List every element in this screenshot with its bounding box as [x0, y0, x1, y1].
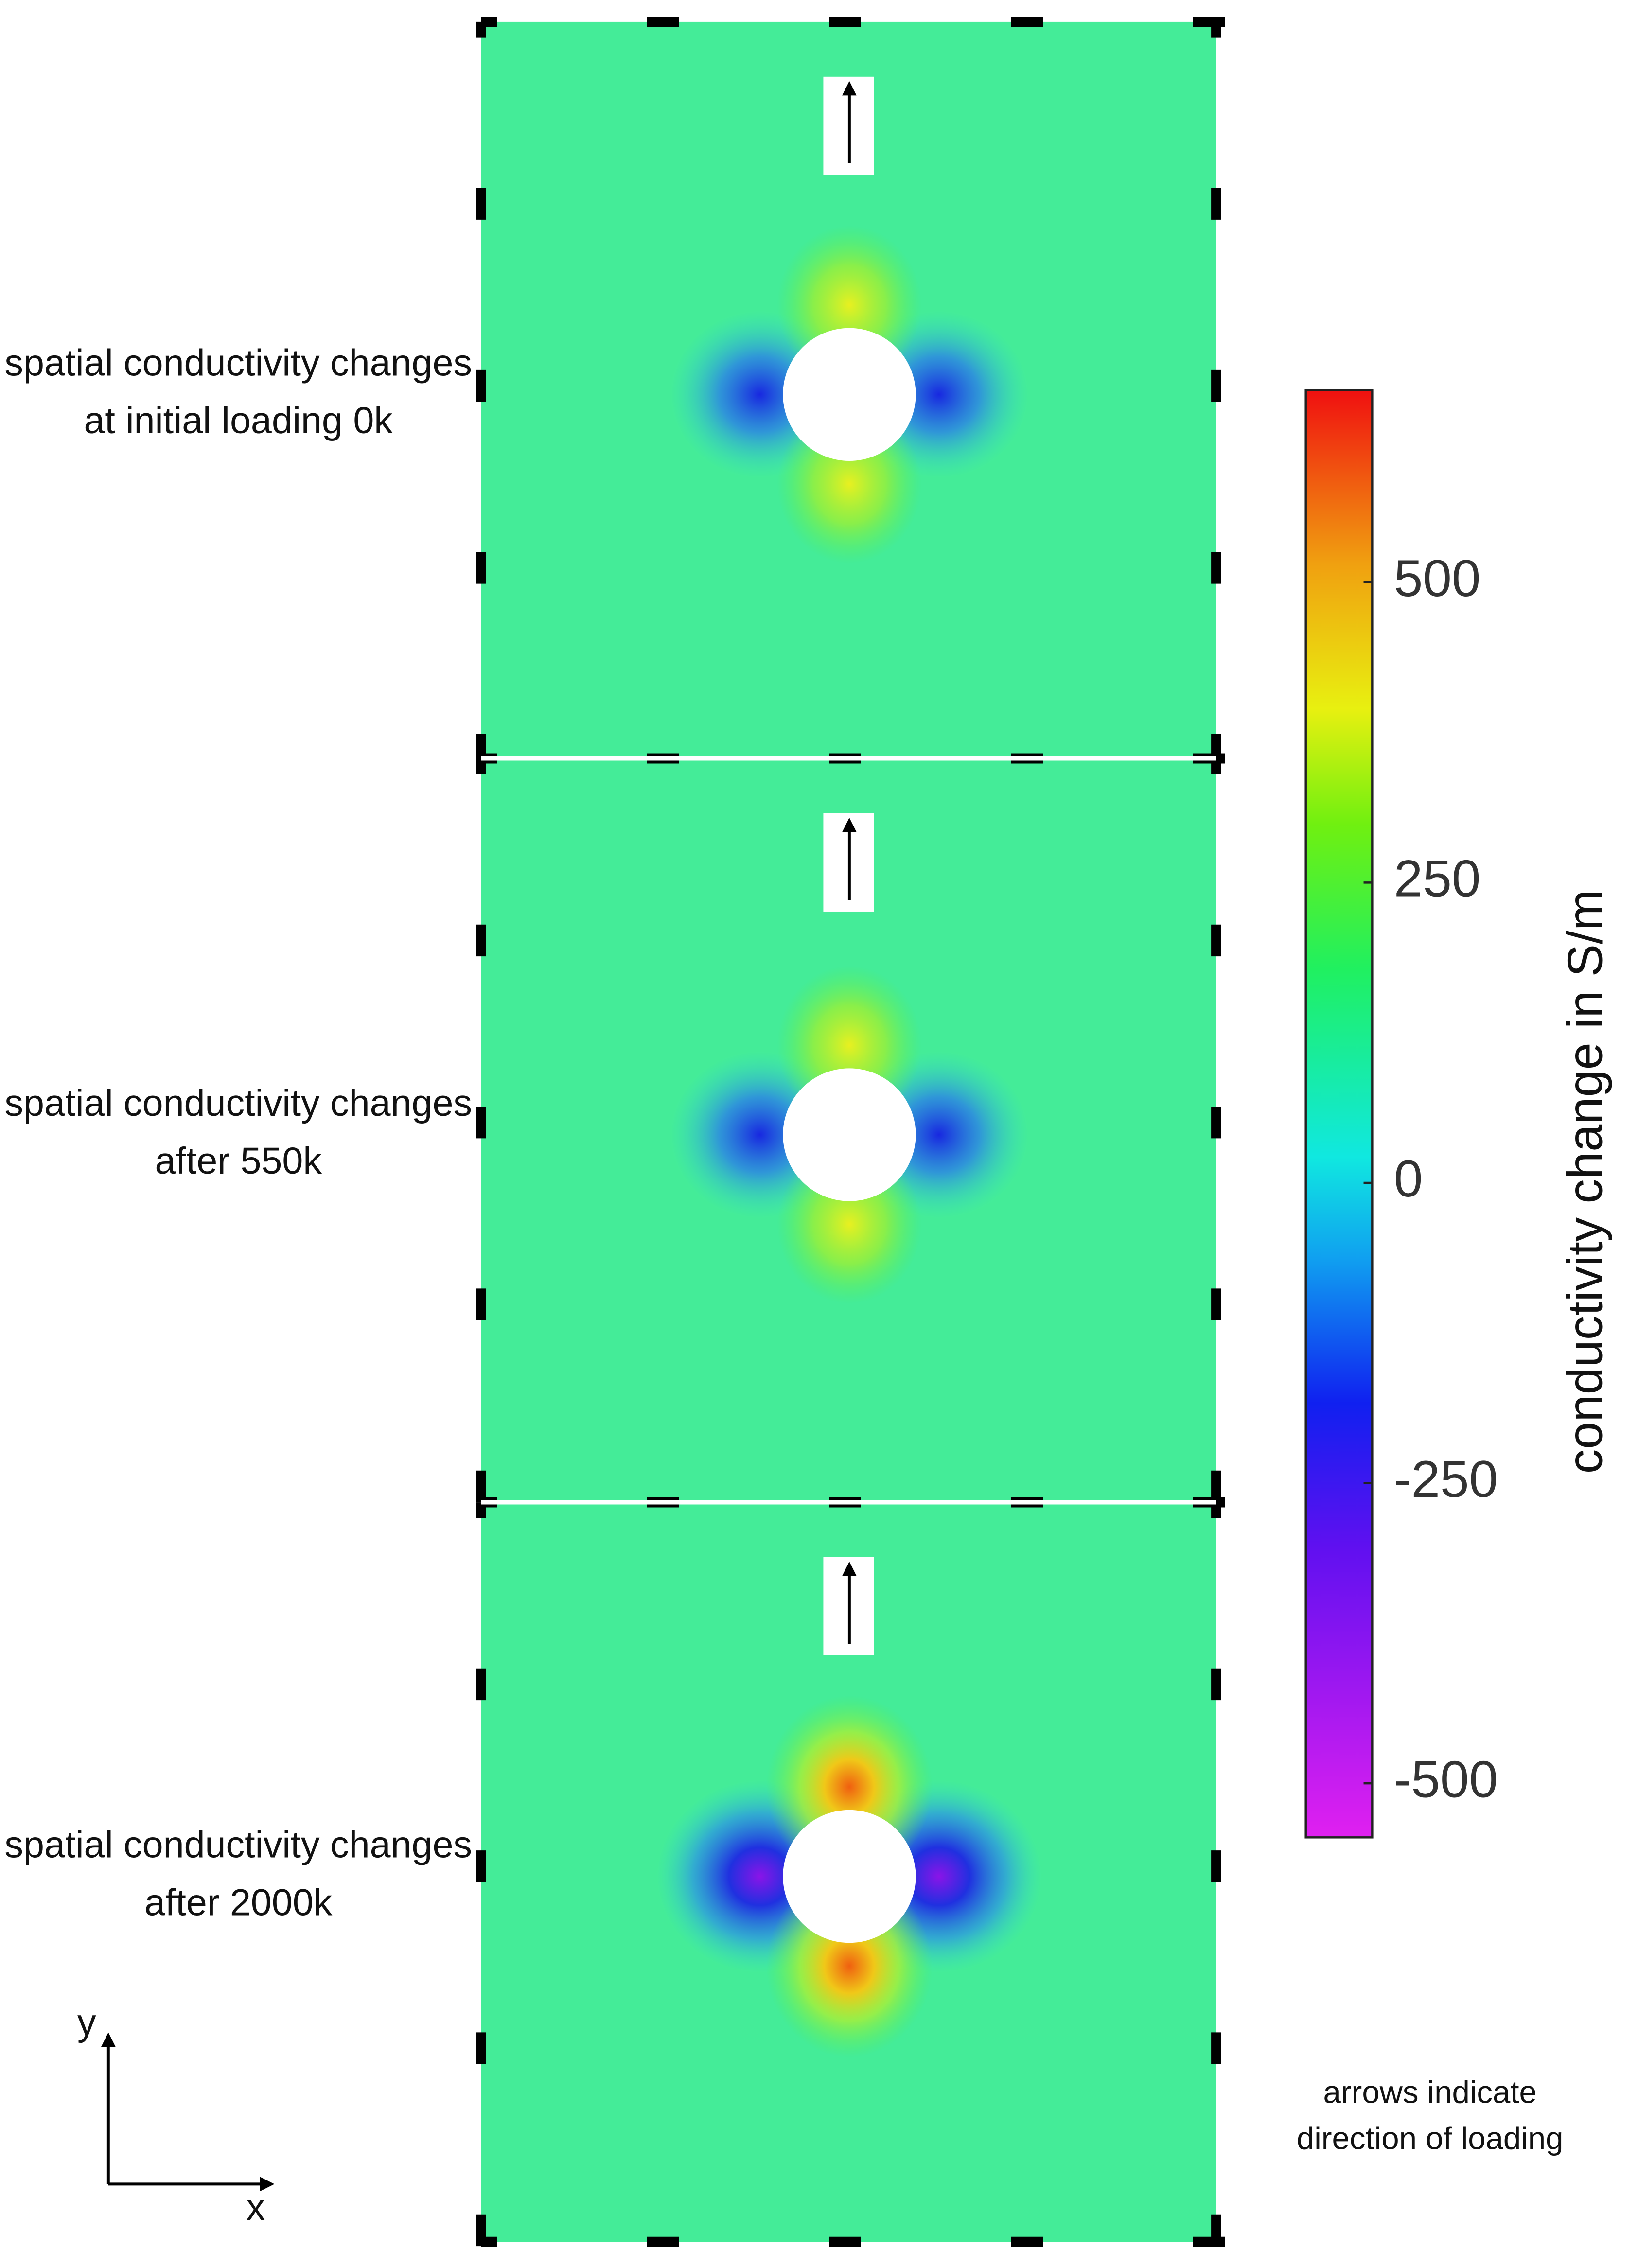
x-label: x: [247, 2186, 265, 2228]
colorbar-tick-label: 0: [1394, 1149, 1423, 1208]
colorbar-tick-label: 250: [1394, 849, 1480, 908]
colorbar-tick-label: -500: [1394, 1750, 1498, 1808]
panels: spatial conductivity changes at initial l…: [4, 17, 1233, 2258]
axes-indicator: y x: [77, 2002, 275, 2228]
y-label: y: [77, 2002, 96, 2043]
note-line: direction of loading: [1297, 2120, 1564, 2156]
panel-label: after 550k: [155, 1140, 322, 1182]
hole: [783, 328, 916, 461]
colorbar-tick-label: -250: [1394, 1450, 1498, 1508]
panel: spatial conductivity changes after 2000k: [4, 1497, 1233, 2258]
hole: [783, 1068, 916, 1201]
colorbar: conductivity change in S/m 500 250 0 -250 -5…: [1304, 389, 1613, 1839]
colorbar-tick-label: 500: [1394, 549, 1480, 607]
panel: spatial conductivity changes after 550k: [4, 753, 1233, 1518]
panel-label: after 2000k: [144, 1881, 333, 1923]
panel-label: spatial conductivity changes: [4, 1082, 472, 1124]
note-line: arrows indicate: [1323, 2074, 1536, 2110]
panel-label: spatial conductivity changes: [4, 342, 472, 384]
panel: spatial conductivity changes at initial l…: [4, 17, 1233, 774]
colorbar-gradient: [1304, 389, 1374, 1839]
hole: [783, 1810, 916, 1943]
panel-label: at initial loading 0k: [84, 400, 393, 441]
colorbar-title: conductivity change in S/m: [1558, 890, 1613, 1474]
panel-label: spatial conductivity changes: [4, 1824, 472, 1866]
